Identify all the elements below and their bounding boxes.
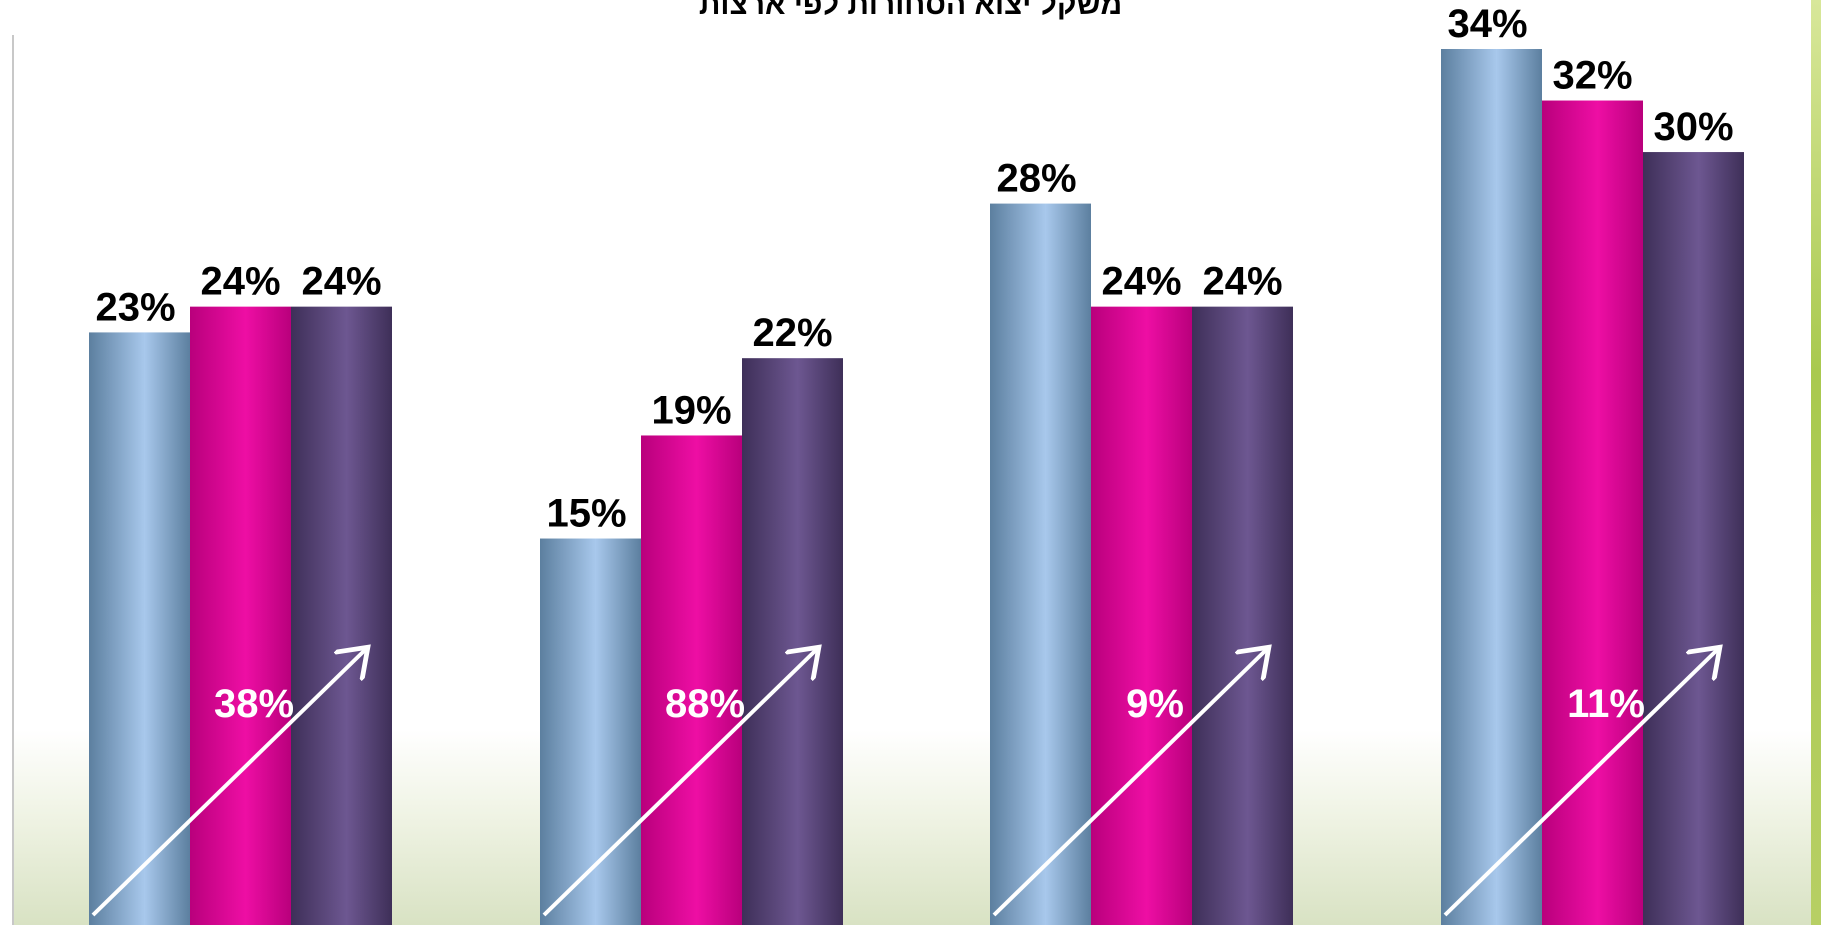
growth-arrow-group1	[91, 650, 365, 917]
chart-title: משקל יצוא הסחורות לפי ארצות	[698, 0, 1123, 21]
bar-group2-series3	[742, 358, 843, 925]
left-axis-line	[12, 35, 14, 925]
growth-arrow-group3	[992, 650, 1266, 917]
growth-label-group1: 38%	[214, 682, 294, 726]
value-label-group1-series1: 23%	[95, 285, 175, 329]
growth-label-group4: 11%	[1567, 682, 1645, 726]
bar-group3-series2	[1091, 306, 1192, 925]
value-label-group4-series1: 34%	[1447, 2, 1527, 46]
value-label-group1-series2: 24%	[200, 260, 280, 304]
bar-group4-series1	[1441, 49, 1542, 925]
bar-group4-series2	[1542, 100, 1643, 925]
value-label-group4-series3: 30%	[1653, 105, 1733, 149]
growth-label-group3: 9%	[1126, 682, 1184, 726]
bar-group4-series3	[1643, 152, 1744, 925]
bar-group2-series1	[540, 538, 641, 925]
value-label-group2-series2: 19%	[651, 388, 731, 432]
bar-group1-series3	[291, 306, 392, 925]
value-label-group2-series1: 15%	[546, 492, 626, 536]
value-label-group4-series2: 32%	[1552, 54, 1632, 98]
bar-group3-series3	[1192, 306, 1293, 925]
value-label-group1-series3: 24%	[301, 260, 381, 304]
growth-arrow-group4	[1443, 650, 1717, 917]
growth-label-group2: 88%	[665, 682, 745, 726]
value-label-group3-series2: 24%	[1101, 260, 1181, 304]
right-edge-green-strip	[1811, 0, 1821, 925]
bar-group1-series1	[89, 332, 190, 925]
bar-group2-series2	[641, 435, 742, 925]
value-label-group2-series3: 22%	[752, 311, 832, 355]
bar-group3-series1	[990, 203, 1091, 925]
value-label-group3-series3: 24%	[1202, 260, 1282, 304]
value-label-group3-series1: 28%	[996, 157, 1076, 201]
bar-group1-series2	[190, 306, 291, 925]
growth-arrow-group2	[542, 650, 816, 917]
